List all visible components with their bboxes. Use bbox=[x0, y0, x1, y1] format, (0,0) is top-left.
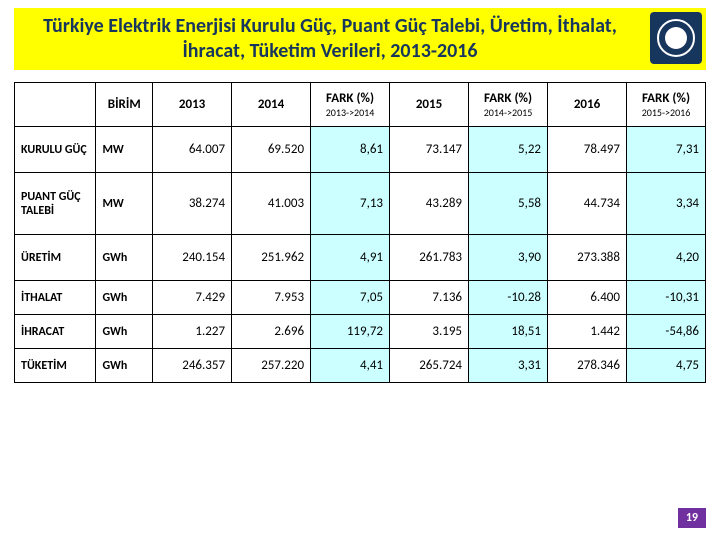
cell-fark2: 3,31 bbox=[469, 349, 548, 383]
cell-2014: 41.003 bbox=[232, 173, 311, 235]
cell-fark1: 4,91 bbox=[311, 235, 390, 281]
row-unit: GWh bbox=[96, 349, 153, 383]
table-header-row: BİRİM 2013 2014 FARK (%)2013->2014 2015 … bbox=[15, 83, 706, 127]
col-fark1: FARK (%)2013->2014 bbox=[311, 83, 390, 127]
table-row: İHRACATGWh1.2272.696119,723.19518,511.44… bbox=[15, 315, 706, 349]
cell-2015: 43.289 bbox=[390, 173, 469, 235]
cell-2013: 64.007 bbox=[153, 127, 232, 173]
cell-fark2: 5,58 bbox=[469, 173, 548, 235]
org-logo bbox=[650, 12, 702, 64]
col-2014: 2014 bbox=[232, 83, 311, 127]
cell-2015: 261.783 bbox=[390, 235, 469, 281]
page-number: 19 bbox=[678, 508, 706, 528]
cell-2016: 278.346 bbox=[548, 349, 627, 383]
page-title: Türkiye Elektrik Enerjisi Kurulu Güç, Pu… bbox=[14, 8, 706, 70]
row-label: TÜKETİM bbox=[15, 349, 96, 383]
cell-fark1: 119,72 bbox=[311, 315, 390, 349]
cell-2014: 257.220 bbox=[232, 349, 311, 383]
cell-2015: 73.147 bbox=[390, 127, 469, 173]
cell-2016: 1.442 bbox=[548, 315, 627, 349]
cell-2013: 38.274 bbox=[153, 173, 232, 235]
col-2013: 2013 bbox=[153, 83, 232, 127]
cell-fark1: 4,41 bbox=[311, 349, 390, 383]
col-blank bbox=[15, 83, 96, 127]
cell-fark3: -10,31 bbox=[626, 281, 705, 315]
cell-2016: 6.400 bbox=[548, 281, 627, 315]
cell-fark2: 5,22 bbox=[469, 127, 548, 173]
cell-2014: 2.696 bbox=[232, 315, 311, 349]
cell-fark1: 7,05 bbox=[311, 281, 390, 315]
header: Türkiye Elektrik Enerjisi Kurulu Güç, Pu… bbox=[0, 0, 720, 74]
cell-fark3: 3,34 bbox=[626, 173, 705, 235]
cell-fark2: 3,90 bbox=[469, 235, 548, 281]
col-fark2: FARK (%)2014->2015 bbox=[469, 83, 548, 127]
cell-2013: 240.154 bbox=[153, 235, 232, 281]
cell-2013: 246.357 bbox=[153, 349, 232, 383]
cell-2015: 7.136 bbox=[390, 281, 469, 315]
table-row: PUANT GÜÇ TALEBİMW38.27441.0037,1343.289… bbox=[15, 173, 706, 235]
cell-fark2: -10.28 bbox=[469, 281, 548, 315]
table-row: İTHALATGWh7.4297.9537,057.136-10.286.400… bbox=[15, 281, 706, 315]
cell-2013: 1.227 bbox=[153, 315, 232, 349]
col-fark3: FARK (%)2015->2016 bbox=[626, 83, 705, 127]
row-label: İTHALAT bbox=[15, 281, 96, 315]
cell-2016: 44.734 bbox=[548, 173, 627, 235]
col-2016: 2016 bbox=[548, 83, 627, 127]
row-unit: GWh bbox=[96, 315, 153, 349]
cell-2015: 3.195 bbox=[390, 315, 469, 349]
row-unit: GWh bbox=[96, 235, 153, 281]
row-label: PUANT GÜÇ TALEBİ bbox=[15, 173, 96, 235]
col-unit: BİRİM bbox=[96, 83, 153, 127]
col-2015: 2015 bbox=[390, 83, 469, 127]
row-unit: GWh bbox=[96, 281, 153, 315]
table-row: ÜRETİMGWh240.154251.9624,91261.7833,9027… bbox=[15, 235, 706, 281]
row-label: İHRACAT bbox=[15, 315, 96, 349]
cell-fark3: 7,31 bbox=[626, 127, 705, 173]
cell-2014: 7.953 bbox=[232, 281, 311, 315]
cell-fark1: 8,61 bbox=[311, 127, 390, 173]
cell-fark3: -54,86 bbox=[626, 315, 705, 349]
cell-2014: 251.962 bbox=[232, 235, 311, 281]
data-table-wrap: BİRİM 2013 2014 FARK (%)2013->2014 2015 … bbox=[0, 74, 720, 383]
row-label: ÜRETİM bbox=[15, 235, 96, 281]
cell-fark2: 18,51 bbox=[469, 315, 548, 349]
cell-2015: 265.724 bbox=[390, 349, 469, 383]
cell-2016: 273.388 bbox=[548, 235, 627, 281]
row-unit: MW bbox=[96, 173, 153, 235]
row-label: KURULU GÜÇ bbox=[15, 127, 96, 173]
cell-fark3: 4,75 bbox=[626, 349, 705, 383]
row-unit: MW bbox=[96, 127, 153, 173]
table-row: TÜKETİMGWh246.357257.2204,41265.7243,312… bbox=[15, 349, 706, 383]
cell-fark3: 4,20 bbox=[626, 235, 705, 281]
table-row: KURULU GÜÇMW64.00769.5208,6173.1475,2278… bbox=[15, 127, 706, 173]
cell-fark1: 7,13 bbox=[311, 173, 390, 235]
cell-2013: 7.429 bbox=[153, 281, 232, 315]
data-table: BİRİM 2013 2014 FARK (%)2013->2014 2015 … bbox=[14, 82, 706, 383]
cell-2014: 69.520 bbox=[232, 127, 311, 173]
cell-2016: 78.497 bbox=[548, 127, 627, 173]
